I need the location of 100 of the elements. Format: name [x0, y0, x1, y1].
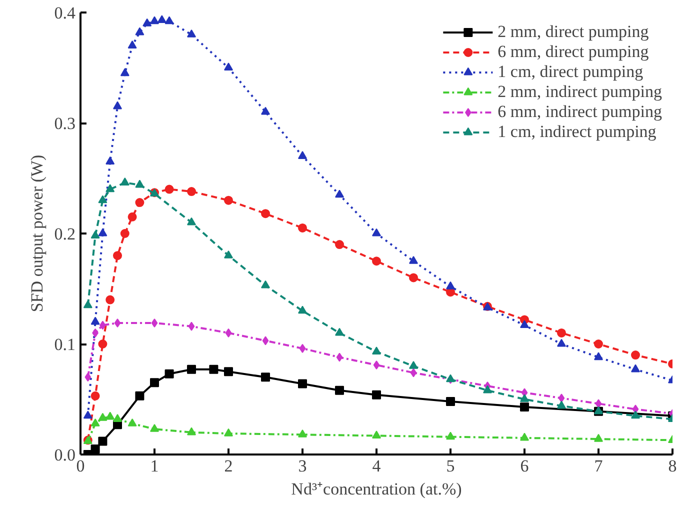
point [187, 427, 196, 436]
x-tick-label: 8 [668, 456, 677, 476]
y-tick-label: 0.0 [54, 446, 76, 464]
point [90, 444, 100, 454]
point [594, 340, 603, 348]
legend-label: 1 cm, indirect pumping [498, 122, 656, 142]
point [446, 281, 455, 290]
point [135, 27, 144, 36]
point [631, 410, 640, 419]
point [298, 306, 307, 314]
point [90, 391, 100, 400]
point [120, 229, 130, 238]
point [409, 360, 418, 369]
x-tick-label: 6 [520, 456, 529, 476]
point [150, 16, 159, 24]
legend-label: 2 mm, direct pumping [498, 22, 649, 42]
point [128, 212, 137, 222]
point [98, 195, 108, 204]
point [135, 180, 144, 188]
point [298, 151, 307, 159]
point [335, 240, 344, 250]
x-tick-label: 5 [446, 456, 455, 476]
x-tick-label: 2 [224, 456, 233, 476]
point [594, 352, 603, 360]
y-tick-label: 0.1 [54, 335, 76, 354]
point [151, 318, 158, 328]
point [335, 386, 344, 395]
y-tick-label: 0.2 [54, 224, 76, 244]
point [262, 336, 269, 346]
point [261, 106, 270, 115]
point [114, 318, 121, 328]
point [298, 429, 307, 438]
x-tick-label: 3 [298, 456, 307, 476]
x-tick-label: 1 [150, 456, 159, 476]
point [98, 228, 108, 236]
point [520, 320, 529, 328]
point [409, 256, 418, 264]
point [224, 367, 233, 376]
point [410, 368, 417, 378]
point [558, 394, 565, 403]
legend-label: 1 cm, direct pumping [498, 62, 644, 82]
point [335, 190, 344, 198]
point [83, 300, 92, 308]
point [409, 273, 418, 282]
point [557, 328, 566, 338]
point [150, 424, 159, 432]
point [135, 198, 144, 208]
y-axis-title: SFD output power (W) [27, 154, 46, 312]
point [84, 372, 92, 382]
point [373, 360, 380, 370]
legend-label: 6 mm, indirect pumping [498, 102, 662, 122]
point [106, 156, 115, 164]
point [188, 322, 195, 331]
point [520, 394, 529, 402]
point [261, 280, 270, 288]
legend-label: 2 mm, indirect pumping [498, 82, 662, 102]
point [98, 436, 108, 446]
point [299, 344, 306, 353]
point [120, 68, 130, 76]
point [135, 391, 144, 400]
point [90, 418, 100, 426]
point [187, 187, 196, 196]
point [164, 16, 174, 24]
x-tick-label: 7 [594, 456, 604, 476]
point [164, 369, 174, 378]
point [142, 18, 152, 26]
point [106, 184, 115, 192]
point [113, 101, 122, 110]
point [557, 338, 566, 347]
point [83, 410, 92, 419]
point [261, 209, 270, 218]
point [128, 418, 137, 426]
point [631, 364, 640, 372]
point [113, 414, 122, 422]
point [120, 178, 130, 186]
point [557, 400, 566, 409]
point [372, 228, 381, 236]
point [298, 223, 307, 232]
y-tick-label: 0.4 [54, 4, 76, 22]
point [372, 390, 381, 400]
point [113, 251, 122, 260]
x-axis-title: Nd³⁺concentration (at.%) [291, 480, 462, 498]
point [224, 62, 233, 71]
point [187, 364, 196, 374]
y-tick-label: 0.3 [54, 114, 76, 133]
point [336, 352, 343, 362]
point [150, 378, 159, 388]
point [157, 15, 166, 24]
point [372, 256, 381, 266]
point [98, 340, 108, 348]
point [594, 434, 603, 442]
point [98, 412, 108, 421]
point [446, 396, 455, 406]
point [90, 230, 100, 239]
point [224, 428, 233, 436]
legend-label: 6 mm, direct pumping [498, 42, 649, 62]
point [106, 412, 115, 420]
point [225, 328, 232, 338]
point [372, 346, 381, 355]
point [483, 385, 492, 394]
